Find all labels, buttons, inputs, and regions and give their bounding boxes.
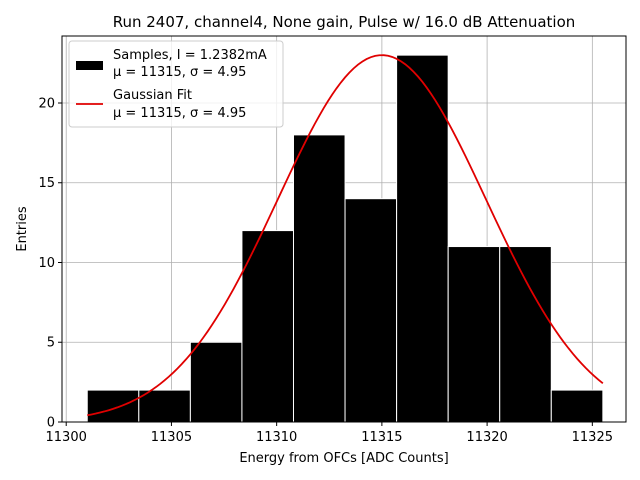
gaussian-fit-curve bbox=[87, 54, 604, 417]
histogram-bar bbox=[189, 341, 243, 423]
legend-samples-stats: μ = 11315, σ = 4.95 bbox=[113, 65, 246, 80]
histogram-bar bbox=[550, 389, 604, 423]
legend-fit-stats: μ = 11315, σ = 4.95 bbox=[113, 106, 246, 121]
histogram-bar bbox=[344, 198, 398, 423]
legend-fit-label: Gaussian Fit bbox=[113, 88, 192, 103]
x-tick-label: 11320 bbox=[466, 430, 507, 445]
y-tick-label: 20 bbox=[38, 96, 55, 111]
legend-box bbox=[68, 40, 284, 128]
x-axis-ticks: 11300 11305 11310 11315 11320 11325 bbox=[46, 422, 613, 445]
y-tick-label: 15 bbox=[38, 176, 55, 191]
y-axis-ticks: 0 5 10 15 20 bbox=[38, 96, 62, 431]
histogram-bar bbox=[86, 389, 140, 423]
x-tick-label: 11315 bbox=[361, 430, 402, 445]
legend-samples-label: Samples, I = 1.2382mA bbox=[113, 48, 267, 63]
histogram-bars bbox=[86, 54, 604, 423]
histogram-bar bbox=[138, 389, 191, 423]
plot-frame bbox=[61, 35, 627, 423]
y-tick-label: 5 bbox=[47, 336, 55, 351]
histogram-bar bbox=[292, 134, 346, 423]
x-axis-label: Energy from OFCs [ADC Counts] bbox=[239, 451, 448, 466]
y-axis-label: Entries bbox=[15, 206, 30, 252]
legend-samples-marker bbox=[76, 61, 103, 70]
histogram-bar bbox=[241, 230, 294, 423]
histogram-bar bbox=[396, 54, 449, 423]
y-tick-label: 0 bbox=[47, 416, 55, 431]
x-tick-label: 11305 bbox=[151, 430, 192, 445]
x-tick-label: 11300 bbox=[46, 430, 87, 445]
y-tick-label: 10 bbox=[38, 256, 55, 271]
x-tick-label: 11325 bbox=[572, 430, 613, 445]
chart-title: Run 2407, channel4, None gain, Pulse w/ … bbox=[113, 13, 576, 31]
histogram-bar bbox=[499, 246, 552, 423]
x-tick-label: 11310 bbox=[256, 430, 297, 445]
legend: Samples, I = 1.2382mA μ = 11315, σ = 4.9… bbox=[68, 40, 284, 128]
histogram-bar bbox=[447, 246, 501, 423]
